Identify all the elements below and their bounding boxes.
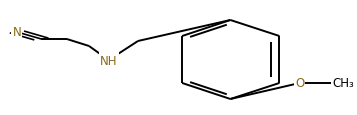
Text: O: O bbox=[295, 77, 305, 90]
Text: CH₃: CH₃ bbox=[333, 77, 355, 90]
Text: N: N bbox=[12, 26, 21, 39]
Text: NH: NH bbox=[100, 54, 117, 67]
